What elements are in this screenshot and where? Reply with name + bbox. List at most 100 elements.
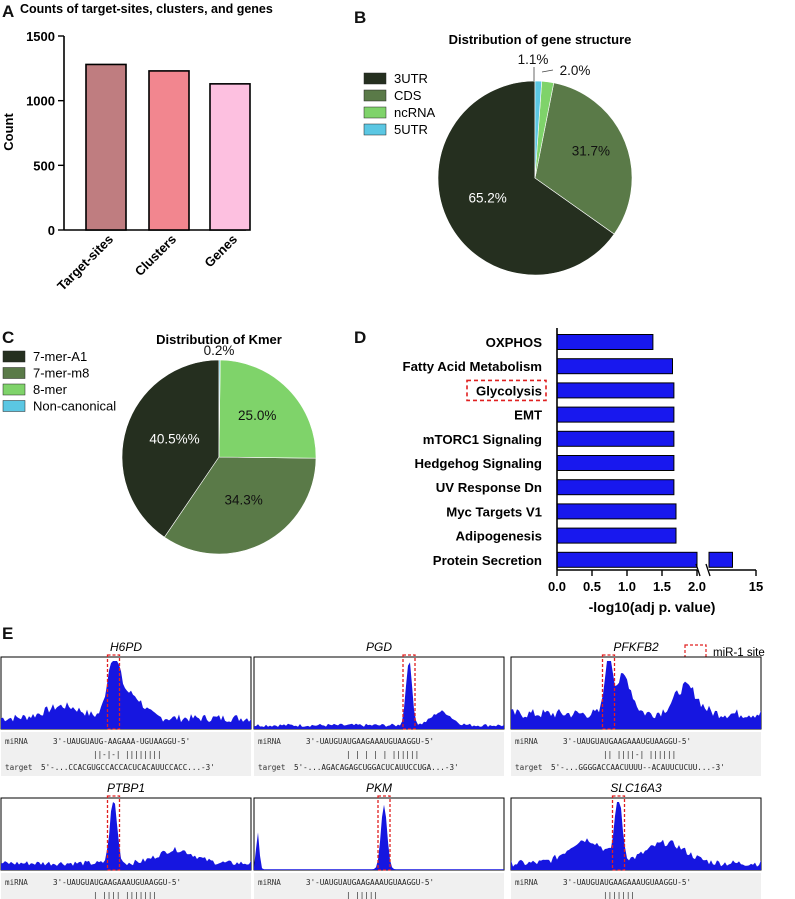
alignment-pairs: | |||| ||||||| bbox=[93, 891, 157, 899]
panel-letter-d: D bbox=[354, 328, 367, 347]
mir1-site-box bbox=[106, 795, 121, 871]
track-slc16a3: SLC16A3 miRNA 3'-UAUGUAUGAAGAAAUGUAAGGU-5'… bbox=[510, 781, 762, 899]
chart-a: Counts of target-sites, clusters, and ge… bbox=[1, 2, 273, 294]
chart-a-ylabel: Count bbox=[1, 113, 16, 151]
alignment-target-seq: 5'-...GGGGACCAACUUUU--ACAUUCUCUU...-3' bbox=[551, 763, 725, 772]
chart-a-bar-genes bbox=[209, 83, 251, 231]
legend-label-non-canonical: Non-canonical bbox=[33, 399, 116, 414]
legend-label-3utr: 3UTR bbox=[394, 71, 428, 86]
legend-label-cds: CDS bbox=[394, 88, 422, 103]
alignment-panel bbox=[1, 873, 251, 899]
legend-swatch-cds bbox=[363, 89, 387, 102]
coverage-area bbox=[1, 802, 251, 870]
chart-a-ytick-label: 1500 bbox=[26, 29, 55, 44]
mir1-site-box bbox=[106, 654, 121, 730]
chart-b-value-label: 2.0% bbox=[560, 63, 591, 78]
chart-d-category-oxphos: OXPHOS bbox=[486, 335, 543, 350]
coverage-area bbox=[511, 661, 761, 729]
chart-a-ytick-label: 0 bbox=[48, 223, 55, 238]
chart-a-bar-target-sites bbox=[85, 63, 127, 231]
legend-swatch-ncrna bbox=[363, 106, 387, 119]
coverage-area bbox=[254, 804, 504, 870]
alignment-mirna-label: miRNA bbox=[258, 878, 281, 887]
alignment-mirna-seq: 3'-UAUGUAUGAAGAAAUGUAAGGU-5' bbox=[306, 878, 434, 887]
chart-d-category-hedgehog-signaling: Hedgehog Signaling bbox=[415, 456, 542, 471]
alignment-mirna-seq: 3'-UAUGUAUGAAGAAAUGUAAGGU-5' bbox=[563, 878, 691, 887]
chart-d-xtick-label: 15 bbox=[749, 579, 763, 594]
track-frame bbox=[253, 656, 505, 730]
chart-c-value-label: 40.5%% bbox=[149, 431, 199, 446]
panel-letter-c: C bbox=[2, 328, 15, 347]
track-pgd: PGD miRNA 3'-UAUGUAUGAAGAAAUGUAAGGU-5' | | … bbox=[253, 640, 505, 776]
alignment-target-seq: 5'-...AGACAGAGCUGGACUCAUUCCUGA...-3' bbox=[294, 763, 459, 772]
chart-d-bar-protein-secretion bbox=[556, 551, 698, 568]
track-gene-name: PFKFB2 bbox=[613, 640, 659, 654]
chart-d-category-glycolysis: Glycolysis bbox=[476, 383, 542, 398]
chart-b-slice-5utr bbox=[534, 80, 543, 179]
chart-d-category-emt: EMT bbox=[514, 408, 542, 423]
chart-c-slice-8-mer bbox=[218, 359, 317, 459]
leader-line bbox=[541, 69, 554, 73]
coverage-area bbox=[1, 661, 251, 729]
alignment-target-label: target bbox=[515, 763, 542, 772]
alignment-mirna-label: miRNA bbox=[258, 737, 281, 746]
mir1-site-box bbox=[611, 795, 626, 871]
chart-d-xtick-label: 0.0 bbox=[548, 579, 566, 594]
alignment-target-label: target bbox=[258, 763, 285, 772]
alignment-mirna-label: miRNA bbox=[515, 737, 538, 746]
alignment-pairs: ||||||| bbox=[603, 891, 635, 899]
panel-letter-e: E bbox=[2, 624, 14, 643]
chart-a-xtick-label: Target-sites bbox=[54, 232, 116, 294]
panel-letter-a: A bbox=[2, 2, 15, 21]
chart-d-bar-hedgehog-signaling bbox=[556, 455, 675, 471]
chart-c-slice-7-mer-a1 bbox=[121, 359, 220, 538]
alignment-pairs: || ||||-| |||||| bbox=[603, 750, 676, 759]
panel-letter-b: B bbox=[354, 8, 367, 27]
chart-d-bar-adipogenesis bbox=[556, 527, 677, 544]
track-h6pd: H6PD miRNA 3'-UAUGUAUG-AAGAAA-UGUAAGGU-5' |… bbox=[0, 640, 252, 776]
alignment-mirna-label: miRNA bbox=[515, 878, 538, 887]
legend-label-5utr: 5UTR bbox=[394, 122, 428, 137]
chart-d-bar-uv-response-dn bbox=[556, 479, 675, 496]
legend-label-7-mer-a1: 7-mer-A1 bbox=[33, 349, 87, 364]
chart-d-category-fatty-acid-metabolism: Fatty Acid Metabolism bbox=[403, 359, 542, 374]
chart-d-category-uv-response-dn: UV Response Dn bbox=[436, 480, 542, 495]
alignment-panel bbox=[511, 873, 761, 899]
chart-d-xtick-label: 1.5 bbox=[653, 579, 671, 594]
chart-d-axis-break bbox=[705, 563, 711, 577]
track-frame bbox=[0, 797, 252, 871]
track-gene-name: SLC16A3 bbox=[610, 781, 662, 795]
alignment-pairs: ||-|-| |||||||| bbox=[93, 750, 162, 759]
alignment-mirna-seq: 3'-UAUGUAUGAAGAAAUGUAAGGU-5' bbox=[53, 878, 181, 887]
alignment-panel bbox=[254, 873, 504, 899]
legend-swatch-7-mer-a1 bbox=[2, 350, 26, 363]
legend-swatch-5utr bbox=[363, 123, 387, 136]
legend-swatch-3utr bbox=[363, 72, 387, 85]
mir1-site-box bbox=[601, 654, 616, 730]
chart-c-value-label: 34.3% bbox=[225, 492, 263, 507]
chart-b-slice-3utr bbox=[437, 80, 615, 276]
chart-b-title: Distribution of gene structure bbox=[449, 32, 632, 47]
legend-mir1-site-box bbox=[684, 644, 707, 659]
chart-c-value-label: 25.0% bbox=[238, 408, 276, 423]
alignment-target-label: target bbox=[5, 763, 32, 772]
legend-label-8-mer: 8-mer bbox=[33, 382, 68, 397]
chart-a-bar-clusters bbox=[148, 70, 190, 231]
legend-label-ncrna: ncRNA bbox=[394, 105, 436, 120]
chart-b-value-label: 31.7% bbox=[572, 144, 610, 159]
track-gene-name: PGD bbox=[366, 640, 392, 654]
alignment-pairs: | | | | | |||||| bbox=[346, 750, 419, 759]
chart-a-ytick-label: 1000 bbox=[26, 94, 55, 109]
legend-mir1-site-label: miR-1 site bbox=[713, 647, 765, 659]
chart-d-category-adipogenesis: Adipogenesis bbox=[456, 529, 542, 544]
chart-d-xtick-label: 2.0 bbox=[688, 579, 706, 594]
alignment-mirna-seq: 3'-UAUGUAUGAAGAAAUGUAAGGU-5' bbox=[306, 737, 434, 746]
track-gene-name: PTBP1 bbox=[107, 781, 145, 795]
track-pkm: PKM miRNA 3'-UAUGUAUGAAGAAAUGUAAGGU-5' | ||… bbox=[253, 781, 505, 899]
alignment-mirna-label: miRNA bbox=[5, 878, 28, 887]
track-ptbp1: PTBP1 miRNA 3'-UAUGUAUGAAGAAAUGUAAGGU-5' | … bbox=[0, 781, 252, 899]
chart-d-axis-break bbox=[695, 563, 701, 577]
track-gene-name: PKM bbox=[366, 781, 392, 795]
chart-b-slice-cds bbox=[534, 82, 633, 235]
chart-d-bar-emt bbox=[556, 406, 675, 423]
